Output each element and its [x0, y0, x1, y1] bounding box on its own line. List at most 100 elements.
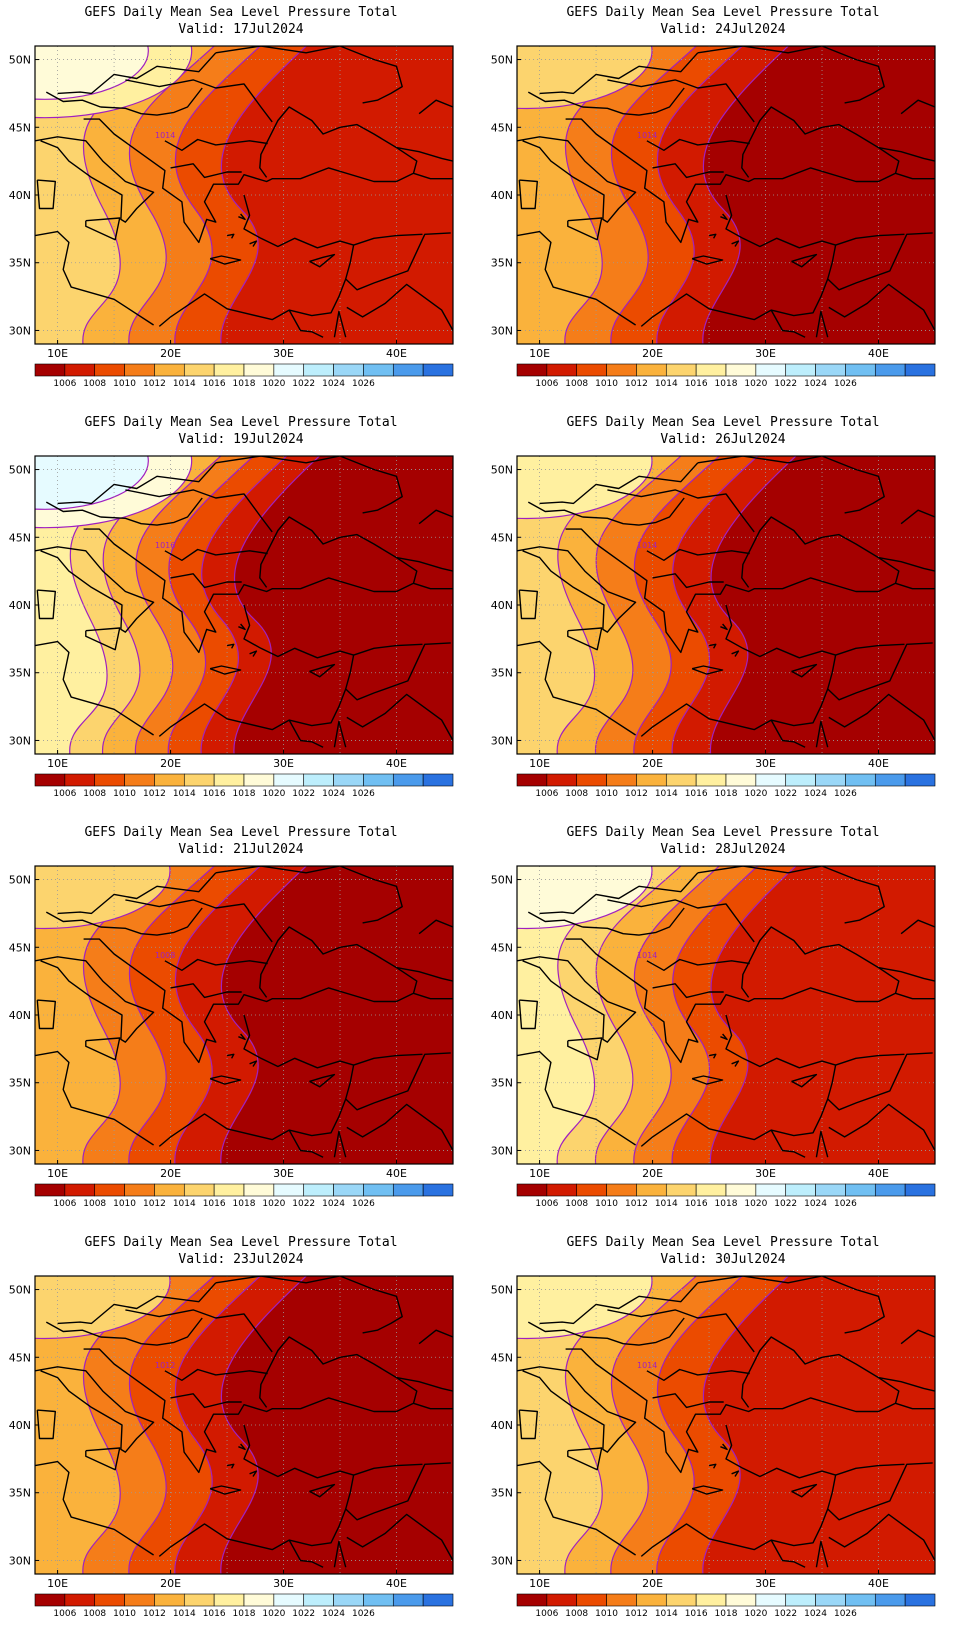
- pressure-field: [517, 1276, 935, 1574]
- colorbar-swatch: [755, 1183, 787, 1197]
- colorbar-label: 1024: [804, 1609, 827, 1619]
- colorbar-label: 1006: [535, 789, 558, 799]
- colorbar-label: 1014: [655, 789, 678, 799]
- colorbar-swatch: [576, 1593, 607, 1607]
- colorbar-label: 1026: [834, 789, 857, 799]
- colorbar-label: 1010: [113, 379, 136, 389]
- colorbar-swatch: [546, 773, 578, 787]
- lat-tick-label: 50N: [9, 1284, 31, 1297]
- colorbar-swatch: [606, 363, 637, 377]
- colorbar-label: 1008: [565, 379, 588, 389]
- colorbar-swatch: [94, 773, 125, 787]
- colorbar-swatch: [785, 1593, 816, 1607]
- colorbar-swatch: [516, 773, 548, 787]
- colorbar-swatch: [665, 773, 697, 787]
- lat-tick-label: 30N: [491, 1144, 513, 1157]
- coastlines: [35, 456, 453, 748]
- colorbar-label: 1006: [53, 1609, 76, 1619]
- lon-tick-label: 10E: [529, 1577, 550, 1590]
- colorbar-swatch: [273, 363, 305, 377]
- lat-tick-label: 40N: [9, 599, 31, 612]
- colorbar-label: 1008: [83, 1609, 106, 1619]
- colorbar-swatch: [273, 773, 305, 787]
- colorbar-swatch: [725, 363, 757, 377]
- pressure-field: [35, 1276, 453, 1574]
- colorbar-swatch: [636, 1593, 667, 1607]
- colorbar: 1006 1008 1010 1012 1014 1016 1018 1020 1022 1024…: [516, 1183, 936, 1209]
- lon-tick-label: 20E: [642, 1167, 663, 1180]
- lat-tick-label: 35N: [9, 257, 31, 270]
- lon-tick-label: 20E: [642, 1577, 663, 1590]
- colorbar-label: 1010: [595, 1199, 618, 1209]
- lat-tick-label: 30N: [9, 324, 31, 337]
- pressure-field: [517, 866, 935, 1164]
- lon-tick-label: 40E: [386, 1167, 407, 1180]
- colorbar-swatch: [303, 773, 334, 787]
- lat-tick-label: 50N: [491, 874, 513, 887]
- colorbar-swatch: [124, 1593, 155, 1607]
- contour-label: 1016: [155, 541, 175, 550]
- colorbar-swatch: [243, 773, 275, 787]
- lat-tick-label: 40N: [491, 189, 513, 202]
- lat-tick-label: 35N: [9, 667, 31, 680]
- lon-tick-label: 30E: [273, 757, 294, 770]
- colorbar-label: 1016: [203, 789, 226, 799]
- lat-tick-label: 30N: [491, 324, 513, 337]
- colorbar-swatch: [755, 1593, 787, 1607]
- colorbar-swatch: [273, 1593, 305, 1607]
- colorbar-label: 1024: [322, 789, 345, 799]
- colorbar-label: 1010: [595, 1609, 618, 1619]
- lat-tick-label: 45N: [9, 531, 31, 544]
- map-panel: GEFS Daily Mean Sea Level Pressure Total…: [482, 0, 964, 410]
- colorbar-label: 1018: [233, 789, 256, 799]
- panel-valid-date: Valid: 17Jul2024: [178, 22, 304, 37]
- colorbar-swatch: [333, 773, 364, 787]
- colorbar-swatch: [363, 773, 394, 787]
- colorbar-label: 1012: [143, 1609, 166, 1619]
- colorbar-label: 1016: [685, 1609, 708, 1619]
- lon-tick-label: 30E: [755, 1577, 776, 1590]
- coastlines: [517, 456, 935, 748]
- colorbar-swatch: [154, 1593, 185, 1607]
- colorbar-swatch: [243, 1183, 275, 1197]
- panel-title: GEFS Daily Mean Sea Level Pressure Total: [84, 5, 398, 20]
- colorbar-label: 1016: [685, 789, 708, 799]
- panel-title: GEFS Daily Mean Sea Level Pressure Total: [84, 825, 398, 840]
- lat-tick-label: 35N: [9, 1077, 31, 1090]
- colorbar-swatch: [183, 773, 215, 787]
- pressure-field: [517, 456, 935, 754]
- colorbar-swatch: [904, 773, 936, 787]
- colorbar-label: 1006: [535, 1609, 558, 1619]
- colorbar-label: 1026: [352, 1199, 375, 1209]
- colorbar-swatch: [546, 363, 578, 377]
- lat-tick-label: 40N: [9, 1009, 31, 1022]
- colorbar-swatch: [422, 1593, 454, 1607]
- lat-tick-label: 35N: [491, 1487, 513, 1500]
- colorbar-label: 1024: [322, 1199, 345, 1209]
- lon-tick-label: 10E: [47, 1577, 68, 1590]
- colorbar-swatch: [64, 1593, 96, 1607]
- lat-tick-label: 30N: [491, 734, 513, 747]
- colorbar-label: 1012: [625, 1199, 648, 1209]
- panel-valid-date: Valid: 28Jul2024: [660, 842, 786, 857]
- colorbar-swatch: [755, 773, 787, 787]
- lat-tick-label: 35N: [491, 667, 513, 680]
- colorbar-label: 1014: [655, 1609, 678, 1619]
- lat-tick-label: 40N: [9, 189, 31, 202]
- panel-title: GEFS Daily Mean Sea Level Pressure Total: [84, 1235, 398, 1250]
- colorbar-swatch: [725, 1593, 757, 1607]
- colorbar-label: 1012: [143, 379, 166, 389]
- colorbar-label: 1018: [715, 379, 738, 389]
- colorbar-label: 1010: [113, 1609, 136, 1619]
- colorbar-swatch: [243, 363, 275, 377]
- lon-tick-label: 30E: [273, 1577, 294, 1590]
- colorbar-swatch: [845, 1593, 876, 1607]
- colorbar: 1006 1008 1010 1012 1014 1016 1018 1020 1022 1024…: [34, 363, 454, 389]
- colorbar-swatch: [725, 1183, 757, 1197]
- colorbar-swatch: [546, 1593, 578, 1607]
- lat-tick-label: 30N: [9, 1144, 31, 1157]
